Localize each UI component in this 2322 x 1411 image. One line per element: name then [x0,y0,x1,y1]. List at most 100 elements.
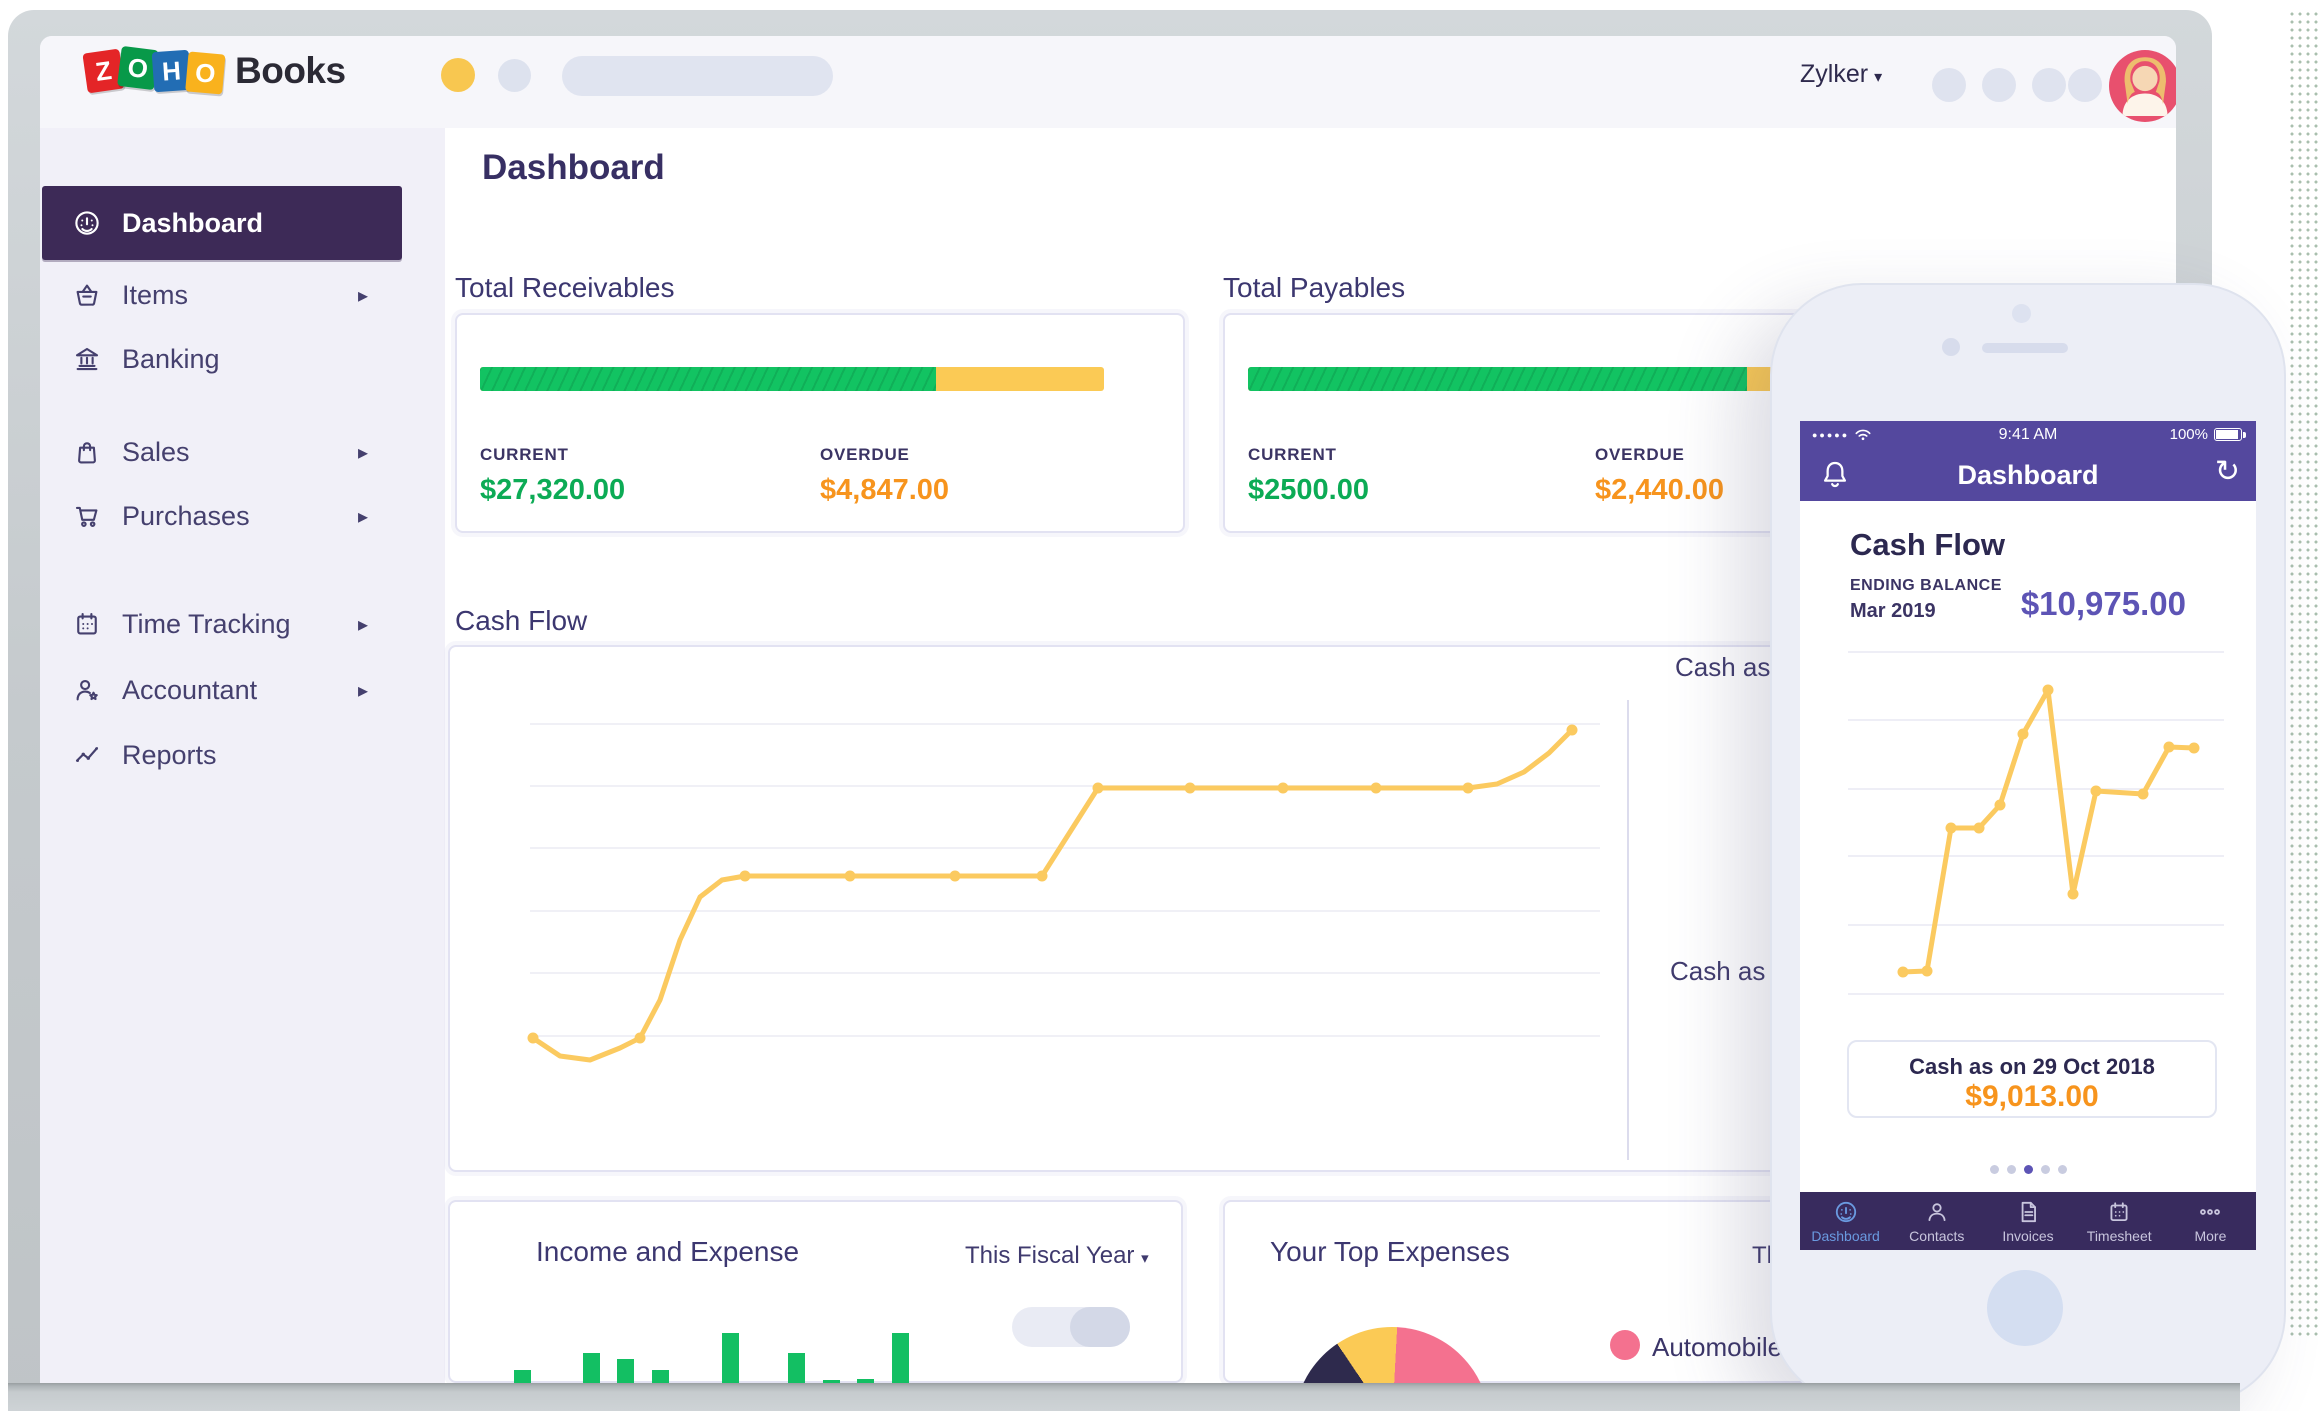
topbar-icon-2[interactable] [1982,68,2016,102]
payables-current-label: CURRENT [1248,445,1337,464]
address-bar-placeholder[interactable] [562,56,833,96]
sidebar-item-accountant[interactable]: Accountant ▸ [42,664,402,716]
phone-tab-label: Timesheet [2086,1227,2152,1244]
signal-dots-icon: ●●●●● [1812,429,1850,440]
refresh-icon[interactable]: ↻ [2214,455,2240,488]
chevron-right-icon: ▸ [357,679,368,702]
sidebar-item-label: Time Tracking [122,608,291,639]
pagination-dot-3[interactable] [2040,1165,2050,1174]
sidebar-item-label: Reports [122,739,217,770]
bell-icon[interactable] [1818,456,1852,494]
phone-tab-dashboard[interactable]: Dashboard [1800,1192,1891,1250]
logo-books-text: Books [235,50,346,91]
cashflow-section-title: Cash Flow [455,605,588,636]
chevron-right-icon: ▸ [357,505,368,528]
page-title: Dashboard [482,148,665,187]
topbar-icon-1[interactable] [1932,68,1966,102]
sidebar-item-purchases[interactable]: Purchases ▸ [42,490,402,542]
chevron-down-icon: ▾ [1141,1250,1149,1267]
logo-tile-o2: O [185,51,226,95]
receivables-overdue-label: OVERDUE [820,445,910,464]
receivables-card [455,313,1185,533]
chevron-right-icon: ▸ [357,613,368,636]
sidebar: Dashboard Items ▸ Banking Sales ▸ Purchases ▸ Ti… [40,128,445,1383]
sidebar-item-sales[interactable]: Sales ▸ [42,426,402,478]
doc-icon [2021,1201,2036,1222]
receivables-current-bar [480,367,936,391]
phone-callout-label: Cash as on 29 Oct 2018 [1909,1054,2155,1079]
top-bar: Z O H O Books Zylker ▾ [40,36,2176,128]
pagination-dot-0[interactable] [1989,1165,1999,1174]
receivables-current-value: $27,320.00 [480,474,626,506]
receivables-progress-bar [480,367,1104,391]
phone-sensor-dot [2012,304,2031,323]
income-expense-toggle[interactable] [1012,1307,1130,1347]
user-avatar[interactable] [2109,50,2176,122]
sidebar-item-label: Sales [122,436,190,467]
org-switcher[interactable]: Zylker ▾ [1800,60,1882,89]
phone-cashflow-title: Cash Flow [1850,527,2006,562]
bank-icon [75,347,99,371]
pagination-dot-1[interactable] [2006,1165,2016,1174]
income-expense-filter[interactable]: This Fiscal Year ▾ [965,1242,1149,1270]
calendar-icon [77,612,97,635]
phone-pagination-dots[interactable] [1800,1165,2256,1174]
income-expense-title: Income and Expense [536,1236,800,1267]
sidebar-item-banking[interactable]: Banking [42,333,402,385]
battery-indicator: 100% [2170,426,2246,443]
payables-current-value: $2500.00 [1248,474,1369,506]
zoho-books-logo[interactable]: Z O H O Books [82,45,346,95]
phone-tab-contacts[interactable]: Contacts [1891,1192,1982,1250]
payables-current-bar [1248,367,1748,391]
income-expense-card [448,1200,1183,1383]
phone-tab-label: More [2194,1227,2227,1244]
payables-overdue-label: OVERDUE [1595,445,1685,464]
sidebar-item-items[interactable]: Items ▸ [42,269,402,321]
phone-camera [1942,338,1960,356]
pagination-dot-4[interactable] [2057,1165,2067,1174]
topbar-icon-4[interactable] [2068,68,2102,102]
basket-icon [76,284,98,306]
laptop-bottom-bezel [8,1383,2240,1411]
bag-icon [78,442,96,464]
battery-icon [2214,428,2242,441]
sidebar-item-reports[interactable]: Reports [42,729,402,781]
org-name: Zylker [1800,60,1869,88]
gauge-icon [1835,1201,1856,1222]
phone-tab-timesheet[interactable]: Timesheet [2074,1192,2165,1250]
phone-home-button[interactable] [1987,1270,2063,1346]
topbar-icon-3[interactable] [2032,68,2066,102]
phone-speaker [1982,343,2068,353]
decorative-dot-pattern [2288,10,2322,1340]
sidebar-item-dashboard[interactable]: Dashboard [42,186,402,260]
payables-overdue-value: $2,440.00 [1595,474,1725,506]
phone-tab-bar: Dashboard Contacts Invoices Timesheet More [1800,1192,2256,1250]
battery-percent: 100% [2169,426,2208,443]
phone-tab-invoices[interactable]: Invoices [1982,1192,2073,1250]
income-expense-filter-label: This Fiscal Year [965,1242,1135,1269]
phone-nav-bar: Dashboard ↻ [1800,448,2256,501]
phone-cash-callout-card: Cash as on 29 Oct 2018 $9,013.00 [1847,1040,2217,1118]
cart-icon [75,506,98,527]
receivables-overdue-value: $4,847.00 [820,474,950,506]
chevron-down-icon: ▾ [1874,69,1883,86]
phone-tab-label: Dashboard [1811,1227,1880,1244]
toggle-thumb [1070,1307,1130,1347]
window-dot-yellow[interactable] [441,58,475,92]
phone-tab-label: Contacts [1909,1227,1965,1244]
phone-tab-more[interactable]: More [2165,1192,2256,1250]
avatar-person-icon [2122,57,2168,116]
sidebar-item-time-tracking[interactable]: Time Tracking ▸ [42,598,402,650]
sidebar-item-label: Dashboard [122,207,264,238]
pagination-dot-2[interactable] [2023,1165,2033,1174]
payables-section-title: Total Payables [1223,272,1406,303]
battery-nub [2243,431,2246,438]
window-dot-gray[interactable] [498,59,531,92]
gauge-icon [75,211,99,235]
receivables-section-title: Total Receivables [455,272,675,303]
phone-screen: ●●●●● 9:41 AM 100% Dashboard ↻ Cash [1800,421,2256,1250]
phone-callout-amount: $9,013.00 [1965,1080,2099,1113]
sidebar-item-label: Banking [122,343,220,374]
sidebar-item-label: Accountant [122,674,258,705]
calendar-icon [2110,1201,2128,1221]
